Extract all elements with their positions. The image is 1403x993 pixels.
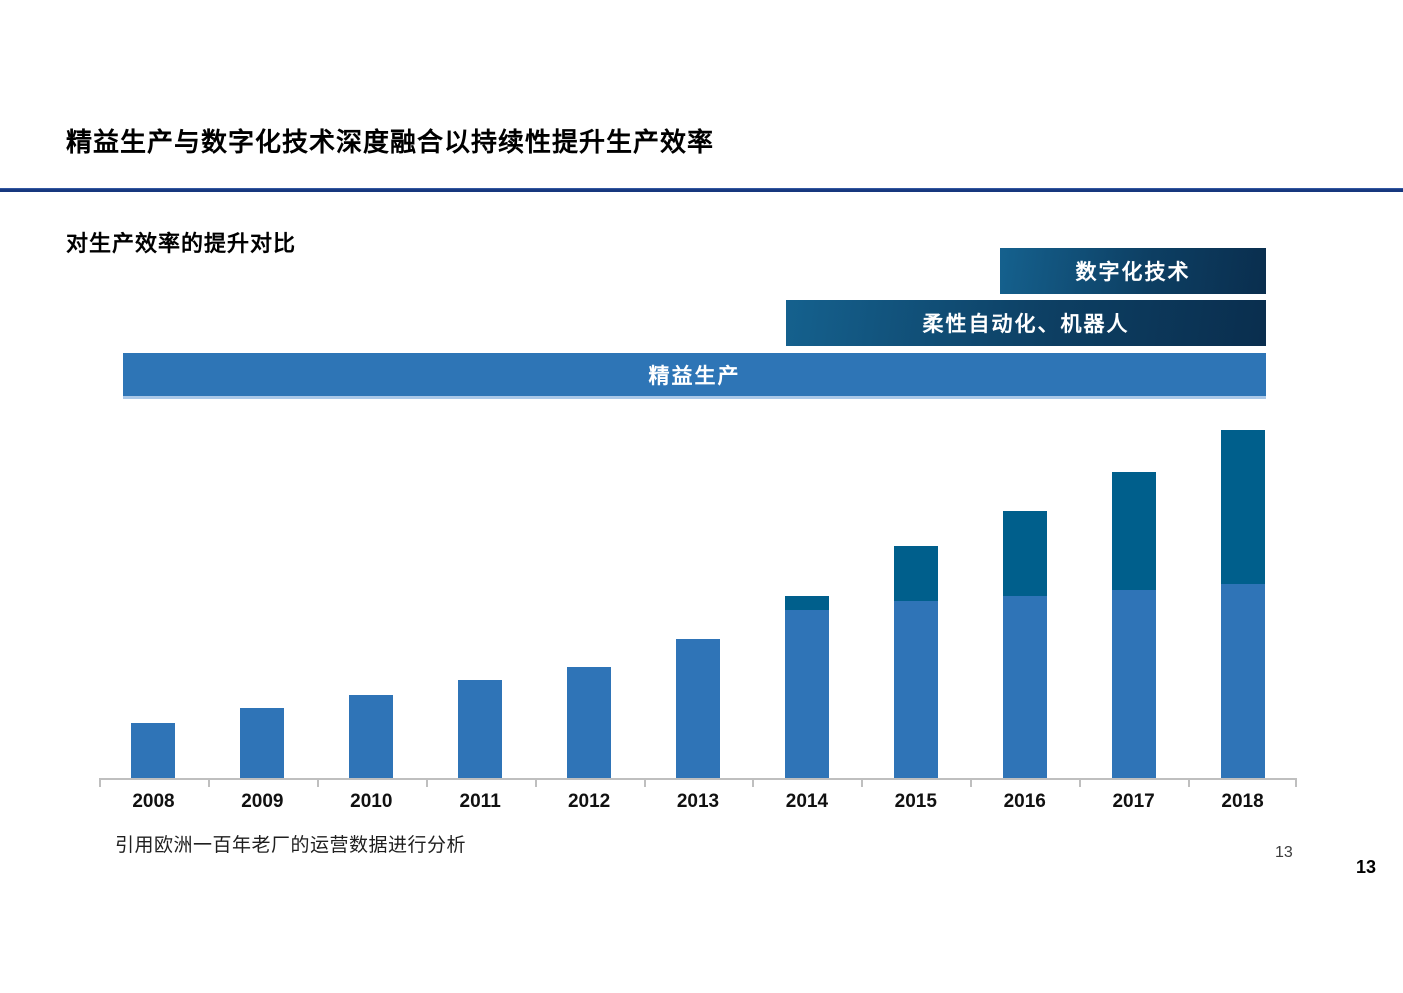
axis-tick [643,780,646,787]
bar-segment-digital-2014 [784,596,829,610]
banner-flexible-automation: 柔性自动化、机器人 [786,300,1266,346]
bar-segment-lean-2011 [458,680,503,778]
bar-segment-digital-2016 [1002,511,1047,596]
banner-flexible-automation-label: 柔性自动化、机器人 [922,313,1130,336]
bar-segment-lean-2010 [349,695,394,778]
page-number-bold: 13 [1356,857,1377,877]
bar-group-2018: 2018 [1188,420,1297,812]
bar-group-2010: 2010 [317,420,426,812]
title-rule [0,188,1403,192]
bar-segment-lean-2013 [675,639,720,778]
bar-segment-lean-2008 [131,723,176,778]
bar-segment-lean-2017 [1111,590,1156,778]
bar-group-2014: 2014 [752,420,861,812]
chart-subtitle: 对生产效率的提升对比 [66,231,297,256]
year-label-2017: 2017 [1112,791,1155,812]
axis-tick [861,780,864,787]
bar-segment-lean-2009 [240,708,285,778]
axis-tick [1079,780,1082,787]
banner-lean-production-label: 精益生产 [648,364,741,388]
bar-group-2015: 2015 [861,420,970,812]
year-label-2016: 2016 [1003,791,1046,812]
bar-group-2009: 2009 [208,420,317,812]
bar-segment-lean-2018 [1220,584,1265,778]
footnote: 引用欧洲一百年老厂的运营数据进行分析 [115,835,467,856]
banner-lean-production: 精益生产 [123,353,1266,399]
bar-segment-lean-2012 [567,667,612,778]
bar-segment-digital-2015 [893,546,938,601]
slide-title: 精益生产与数字化技术深度融合以持续性提升生产效率 [66,127,715,157]
bar-segment-digital-2018 [1220,430,1265,584]
year-label-2013: 2013 [676,791,720,812]
bar-group-2008: 2008 [99,420,208,812]
page-number: 13 [1275,844,1293,861]
axis-tick [1188,780,1191,787]
year-label-2011: 2011 [459,791,501,812]
axis-tick [425,780,428,787]
axis-tick [752,780,755,787]
axis-tick [970,780,973,787]
bar-group-2017: 2017 [1079,420,1188,812]
bar-chart: 2008 2009 2010 2011 2012 2013 2014 2015 2016 2017… [99,420,1297,812]
axis-tick [1295,780,1297,787]
bar-segment-lean-2014 [784,610,829,778]
bar-segment-lean-2016 [1002,596,1047,778]
banner-digital-tech-label: 数字化技术 [1075,261,1191,284]
year-label-2014: 2014 [785,791,829,812]
bar-segment-digital-2017 [1111,472,1156,590]
bar-group-2013: 2013 [644,420,753,812]
axis-tick [534,780,537,787]
year-label-2018: 2018 [1221,791,1264,812]
banner-digital-tech: 数字化技术 [1000,248,1266,294]
axis-tick [99,780,101,787]
bar-segment-lean-2015 [893,601,938,778]
bar-group-2016: 2016 [970,420,1079,812]
year-label-2010: 2010 [350,791,393,812]
year-label-2015: 2015 [894,791,937,812]
bar-group-2012: 2012 [535,420,644,812]
year-label-2012: 2012 [567,791,611,812]
year-label-2008: 2008 [132,791,175,812]
axis-tick [316,780,319,787]
year-label-2009: 2009 [241,791,284,812]
axis-tick [207,780,210,787]
bar-group-2011: 2011 [426,420,535,812]
